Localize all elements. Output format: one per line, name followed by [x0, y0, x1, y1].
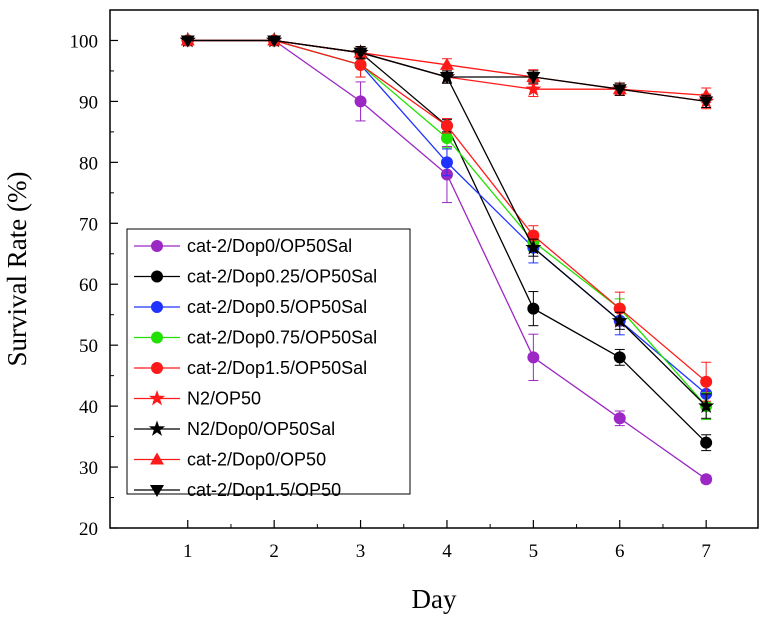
legend-marker [151, 362, 163, 374]
data-point [440, 156, 453, 169]
legend-label: cat-2/Dop1.5/OP50 [187, 480, 341, 500]
data-point [353, 47, 368, 60]
data-point [699, 96, 714, 109]
data-point [700, 375, 713, 388]
legend-label: cat-2/Dop0.25/OP50Sal [187, 267, 377, 287]
series-7 [180, 33, 714, 104]
legend-label: cat-2/Dop0/OP50 [187, 450, 326, 470]
data-point [526, 72, 541, 85]
legend: cat-2/Dop0/OP50Sal cat-2/Dop0.25/OP50Sal c… [126, 228, 411, 500]
legend-label: N2/Dop0/OP50Sal [187, 419, 335, 439]
legend-marker [150, 485, 164, 497]
data-point [525, 80, 542, 97]
data-point [613, 412, 626, 425]
x-tick-label: 4 [442, 541, 452, 562]
legend-marker [151, 240, 163, 252]
x-tick-label: 2 [269, 541, 279, 562]
y-tick-label: 100 [70, 31, 99, 52]
x-tick-label: 5 [529, 541, 539, 562]
data-point [354, 58, 367, 71]
x-tick-label: 1 [183, 541, 193, 562]
y-tick-label: 60 [79, 275, 98, 296]
y-axis-ticks: 20 30 40 50 60 70 80 90 100 [70, 31, 118, 540]
x-tick-label: 3 [356, 541, 366, 562]
legend-box [126, 228, 411, 495]
legend-label: cat-2/Dop0.5/OP50Sal [187, 297, 367, 317]
data-point [612, 84, 627, 97]
data-point [527, 351, 540, 364]
x-tick-label: 6 [615, 541, 625, 562]
data-point [698, 397, 715, 413]
data-point [613, 351, 626, 364]
x-tick-label: 7 [701, 541, 711, 562]
legend-label: N2/OP50 [187, 389, 261, 409]
legend-label: cat-2/Dop0/OP50Sal [187, 236, 352, 256]
data-point [700, 473, 713, 486]
y-tick-label: 70 [79, 214, 98, 235]
data-point [440, 119, 453, 132]
y-tick-label: 80 [79, 153, 98, 174]
y-axis-title: Survival Rate (%) [2, 172, 32, 367]
legend-marker [150, 452, 164, 465]
y-tick-label: 90 [79, 92, 98, 113]
data-point [439, 72, 454, 85]
legend-marker [148, 420, 166, 436]
y-tick-label: 50 [79, 336, 98, 357]
data-point [354, 95, 367, 108]
y-tick-label: 20 [79, 519, 98, 540]
legend-marker [151, 331, 163, 344]
data-series [179, 32, 715, 486]
data-point [611, 312, 628, 328]
data-point [440, 131, 453, 144]
data-point [439, 57, 454, 70]
plot-frame [109, 9, 759, 529]
data-point [180, 35, 195, 48]
y-tick-label: 30 [79, 458, 98, 479]
legend-label: cat-2/Dop0.75/OP50Sal [187, 328, 377, 348]
series-8 [180, 35, 714, 109]
data-point [700, 436, 713, 449]
y-tick-label: 40 [79, 397, 98, 418]
legend-marker [148, 390, 166, 406]
data-point [267, 35, 282, 48]
x-axis-ticks: 1 2 3 4 5 6 7 [183, 520, 711, 562]
x-axis-title: Day [412, 584, 457, 614]
data-point [527, 302, 540, 315]
data-point [525, 239, 542, 255]
legend-marker [151, 301, 163, 313]
legend-marker [151, 270, 163, 283]
legend-label: cat-2/Dop1.5/OP50Sal [187, 358, 367, 378]
